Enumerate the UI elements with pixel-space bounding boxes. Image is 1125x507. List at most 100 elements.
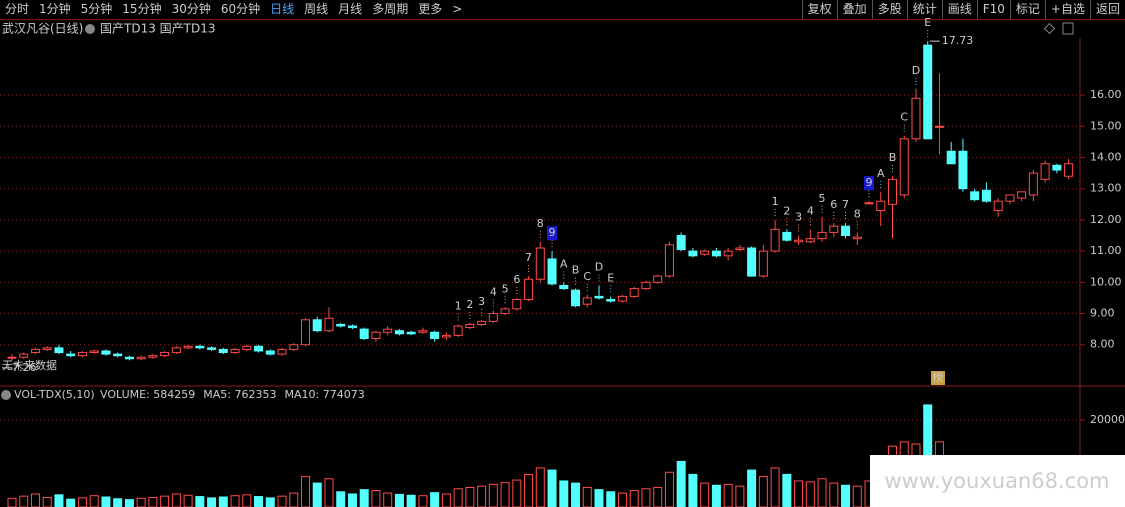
volume-bar — [641, 488, 651, 507]
candle-body — [230, 348, 240, 354]
candle-body — [89, 350, 99, 354]
action-button[interactable]: F10 — [976, 0, 1010, 19]
candle-body — [582, 297, 592, 305]
note: 无未来数据 — [2, 358, 57, 372]
candle-body — [946, 150, 956, 165]
y-tick-label: 10.00 — [1090, 275, 1122, 288]
action-button[interactable]: 返回 — [1089, 0, 1125, 19]
volume-title: VOL-TDX(5,10) — [14, 388, 95, 401]
action-button[interactable]: 复权 — [801, 0, 837, 19]
candle-body — [747, 247, 757, 277]
volume-bar — [559, 480, 569, 507]
volume-bar — [171, 493, 181, 507]
td-label: A — [560, 257, 568, 270]
period-tabs: 分时 1分钟 5分钟 15分钟 30分钟 60分钟 日线 周线 月线 多周期 更多 > — [0, 0, 467, 19]
period-tab[interactable]: 30分钟 — [171, 2, 211, 16]
td-label: 2 — [783, 204, 790, 217]
badge-box — [931, 371, 945, 385]
watermark: www.youxuan68.com — [884, 469, 1109, 493]
volume-bar — [582, 486, 592, 507]
volume-bar — [453, 488, 463, 507]
candle-body — [242, 345, 252, 350]
period-tab[interactable]: 5分钟 — [80, 2, 113, 16]
candle-body — [42, 347, 52, 350]
td-label: B — [572, 264, 580, 277]
action-button[interactable]: 多股 — [871, 0, 907, 19]
candle-body — [911, 97, 921, 140]
indicator-icon — [85, 24, 95, 34]
period-tab[interactable]: 日线 — [270, 2, 295, 16]
volume-bar — [265, 497, 275, 507]
volume-bar — [700, 482, 710, 507]
volume-bar — [30, 493, 40, 507]
period-tab[interactable]: 月线 — [338, 2, 363, 16]
candle-body — [981, 189, 991, 202]
volume-bar — [653, 486, 663, 507]
volume-bar — [406, 494, 416, 507]
td-box — [864, 176, 875, 191]
stat-label: MA5: — [203, 388, 231, 401]
period-tab[interactable]: 15分钟 — [122, 2, 162, 16]
candle-body — [148, 355, 158, 358]
candle-body — [805, 238, 815, 243]
indicator-names: 国产TD13 国产TD13 — [100, 22, 216, 36]
y-tick-label: 15.00 — [1090, 119, 1122, 132]
candle-body — [512, 298, 522, 310]
action-button[interactable]: 统计 — [906, 0, 942, 19]
volume-bar — [512, 479, 522, 507]
stat-label: VOLUME: — [100, 388, 150, 401]
candle-body — [653, 275, 663, 283]
volume-bar — [465, 486, 475, 507]
volume-bar — [758, 476, 768, 507]
candle-body — [723, 250, 733, 257]
stat-value: 584259 — [153, 388, 195, 401]
candle-body — [1064, 163, 1074, 177]
candle-body — [371, 331, 381, 340]
td-label: C — [583, 270, 591, 283]
candle-body — [301, 319, 310, 346]
candle-body — [958, 150, 968, 190]
candle-body — [113, 353, 123, 357]
volume-bar — [42, 496, 52, 507]
volume-bar — [113, 498, 123, 507]
td-label: A — [877, 167, 885, 180]
icon[interactable] — [1043, 22, 1056, 35]
volume-bar — [19, 495, 29, 507]
candle-body — [207, 347, 217, 350]
candle-body — [465, 323, 475, 329]
action-button[interactable]: +自选 — [1044, 0, 1090, 19]
action-button[interactable]: 叠加 — [836, 0, 872, 19]
action-button[interactable]: 标记 — [1009, 0, 1045, 19]
td-label: E — [607, 271, 614, 284]
action-button[interactable]: 画线 — [941, 0, 977, 19]
candle-body — [324, 317, 334, 332]
period-tab[interactable]: 分时 — [5, 2, 30, 16]
volume-bar — [747, 469, 757, 507]
td-label: 1 — [772, 195, 779, 208]
td-label: 5 — [819, 192, 826, 205]
candle-body — [852, 236, 862, 240]
td-label: 1 — [455, 299, 462, 312]
candle-body — [359, 328, 369, 340]
period-tab[interactable]: > — [452, 2, 463, 16]
volume-bar — [782, 473, 792, 507]
td-label: E — [924, 16, 931, 29]
period-tab[interactable]: 周线 — [304, 2, 329, 16]
period-tab[interactable]: 1分钟 — [39, 2, 71, 16]
td-label: C — [900, 111, 908, 124]
candle-body — [418, 330, 428, 333]
icon[interactable] — [1062, 22, 1074, 35]
candle-body — [312, 319, 322, 332]
candle-body — [1005, 194, 1015, 202]
candle-body — [265, 350, 275, 355]
period-tab[interactable]: 60分钟 — [220, 2, 261, 16]
period-tab[interactable]: 更多 — [418, 2, 443, 16]
candle-body — [817, 231, 827, 240]
td-box — [547, 226, 558, 241]
volume-bar — [594, 489, 604, 507]
period-tab[interactable]: 多周期 — [372, 2, 409, 16]
volume-bar — [207, 497, 217, 507]
candle-body — [664, 244, 674, 277]
volume-bar — [770, 467, 780, 507]
volume-bar — [676, 460, 686, 507]
